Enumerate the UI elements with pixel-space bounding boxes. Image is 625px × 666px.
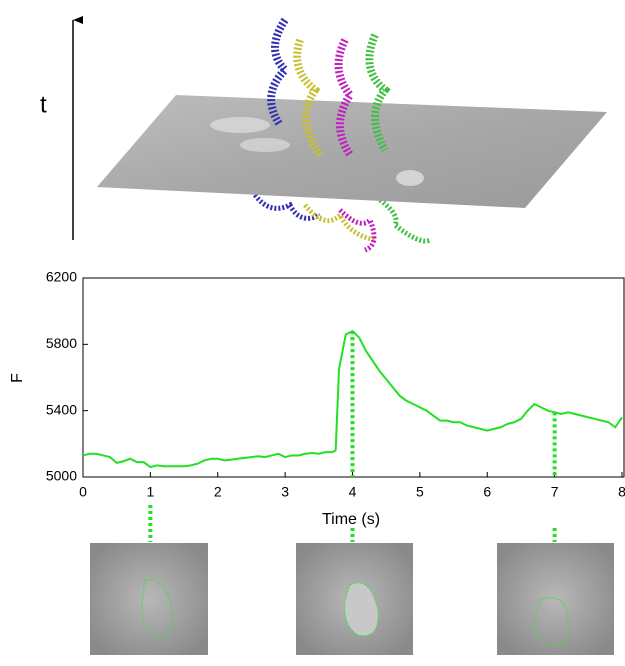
x-axis-label: Time (s)	[322, 511, 380, 528]
x-tick-label: 8	[618, 484, 625, 500]
roi	[141, 578, 173, 637]
trace	[378, 198, 432, 244]
data-line	[82, 329, 623, 469]
illustration: t	[40, 16, 607, 253]
y-axis-label: F	[9, 373, 26, 383]
trace	[334, 38, 355, 158]
y-tick-label: 5000	[46, 468, 77, 484]
x-tick-label: 2	[214, 484, 222, 500]
trace	[338, 208, 377, 253]
cell-spot	[240, 138, 290, 152]
x-tick-label: 7	[551, 484, 559, 500]
x-tick-label: 6	[483, 484, 491, 500]
x-tick-label: 4	[349, 484, 357, 500]
y-tick-label: 5800	[46, 335, 77, 351]
trace	[253, 193, 322, 221]
trace	[365, 33, 391, 152]
x-tick-label: 0	[79, 484, 87, 500]
roi	[534, 597, 569, 647]
cell-spot	[396, 170, 424, 186]
roi	[344, 582, 379, 637]
x-tick-label: 3	[281, 484, 289, 500]
time-label: t	[40, 91, 47, 118]
trace	[267, 17, 291, 128]
trace	[293, 38, 324, 158]
snapshot	[90, 543, 208, 655]
x-tick-label: 1	[146, 484, 154, 500]
y-tick-label: 6200	[46, 269, 77, 285]
y-tick-label: 5400	[46, 401, 77, 417]
trace	[303, 203, 376, 243]
cell-spot	[210, 117, 270, 133]
x-tick-label: 5	[416, 484, 424, 500]
snapshots	[90, 543, 614, 655]
snapshot	[497, 543, 614, 655]
